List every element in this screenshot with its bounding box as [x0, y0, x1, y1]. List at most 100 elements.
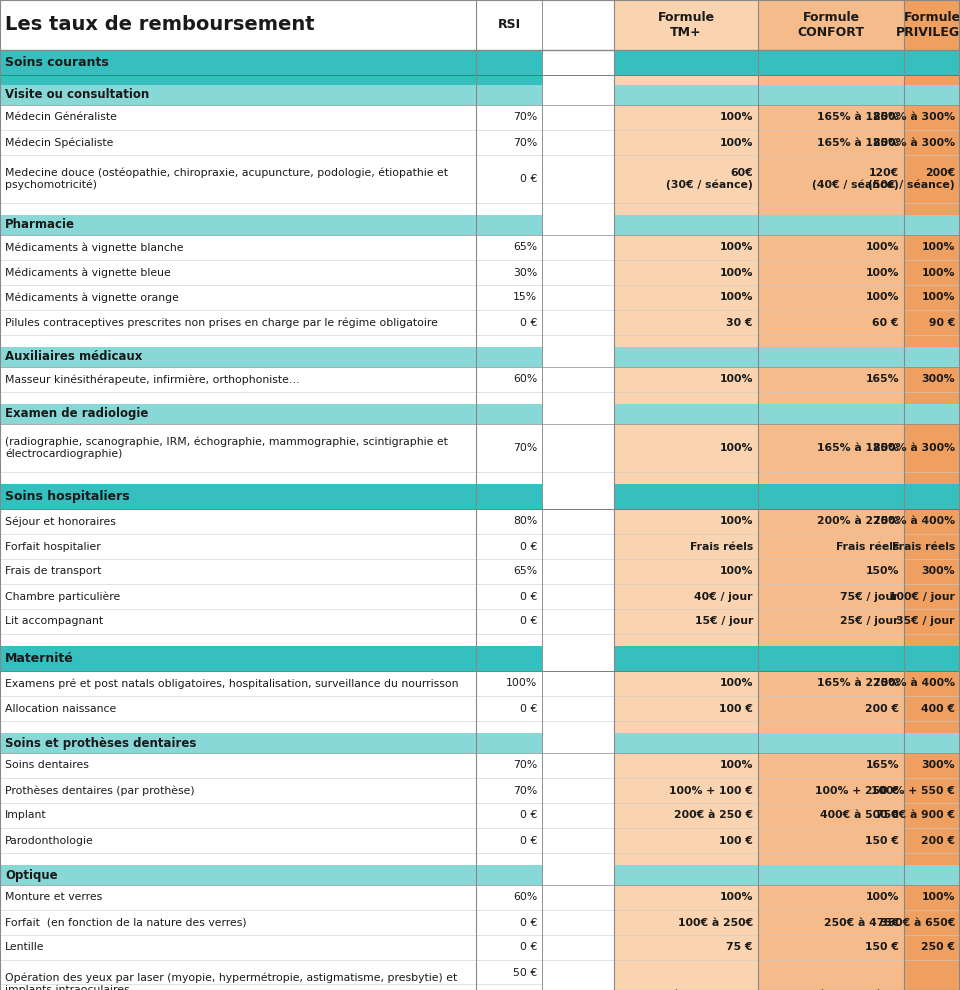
Text: 100€ / jour: 100€ / jour: [889, 591, 955, 602]
Bar: [476, 646, 542, 671]
Bar: [758, 803, 904, 828]
Bar: [542, 865, 614, 885]
Text: 100%: 100%: [922, 267, 955, 277]
Bar: [614, 235, 758, 260]
Bar: [614, 392, 758, 404]
Bar: [758, 203, 904, 215]
Bar: [614, 310, 758, 335]
Text: Médicaments à vignette bleue: Médicaments à vignette bleue: [5, 267, 171, 278]
Bar: [758, 260, 904, 285]
Text: 60 €: 60 €: [873, 318, 899, 328]
Text: 60%: 60%: [513, 374, 537, 384]
Text: 300%: 300%: [922, 566, 955, 576]
Bar: [0, 671, 476, 696]
Bar: [614, 75, 758, 85]
Text: 150 €: 150 €: [865, 942, 899, 952]
Bar: [476, 335, 542, 347]
Text: 200€
(50€ / séance): 200€ (50€ / séance): [869, 168, 955, 190]
Text: 100%: 100%: [719, 267, 753, 277]
Bar: [904, 559, 960, 584]
Text: 0 €: 0 €: [519, 591, 537, 602]
Text: 65%: 65%: [513, 243, 537, 252]
Text: 200% à 300%: 200% à 300%: [873, 138, 955, 148]
Bar: [614, 935, 758, 960]
Text: 250€ à 475€: 250€ à 475€: [824, 918, 899, 928]
Bar: [614, 424, 758, 472]
Bar: [0, 347, 476, 367]
Bar: [758, 235, 904, 260]
Text: 300%: 300%: [922, 760, 955, 770]
Text: 75€ / jour: 75€ / jour: [841, 591, 899, 602]
Bar: [904, 404, 960, 424]
Bar: [758, 484, 904, 509]
Text: Soins courants: Soins courants: [5, 56, 108, 69]
Bar: [758, 853, 904, 865]
Text: 400 €: 400 €: [921, 704, 955, 714]
Text: 100%: 100%: [922, 893, 955, 903]
Bar: [542, 696, 614, 721]
Bar: [542, 75, 614, 85]
Text: Masseur kinésithérapeute, infirmière, orthophoniste…: Masseur kinésithérapeute, infirmière, or…: [5, 374, 300, 385]
Text: 200% à 400%: 200% à 400%: [873, 678, 955, 688]
Bar: [904, 721, 960, 733]
Bar: [476, 803, 542, 828]
Bar: [476, 865, 542, 885]
Bar: [758, 885, 904, 910]
Bar: [0, 534, 476, 559]
Bar: [476, 634, 542, 646]
Text: 100%: 100%: [719, 374, 753, 384]
Text: 100%: 100%: [719, 138, 753, 148]
Text: 100% + 100 €: 100% + 100 €: [669, 785, 753, 796]
Bar: [0, 484, 476, 509]
Bar: [904, 424, 960, 472]
Bar: [904, 885, 960, 910]
Bar: [476, 534, 542, 559]
Text: (radiographie, scanographie, IRM, échographie, mammographie, scintigraphie et
él: (radiographie, scanographie, IRM, échogr…: [5, 437, 448, 459]
Text: 70%: 70%: [513, 113, 537, 123]
Text: Opération des yeux par laser (myopie, hypermétropie, astigmatisme, presbytie) et: Opération des yeux par laser (myopie, hy…: [5, 973, 457, 990]
Text: 0 €: 0 €: [519, 918, 537, 928]
Text: 100% + 250 €: 100% + 250 €: [815, 785, 899, 796]
Bar: [0, 778, 476, 803]
Bar: [758, 0, 904, 50]
Bar: [0, 404, 476, 424]
Bar: [0, 559, 476, 584]
Text: 100%: 100%: [719, 893, 753, 903]
Bar: [614, 671, 758, 696]
Bar: [476, 130, 542, 155]
Bar: [0, 733, 476, 753]
Text: 0 €: 0 €: [519, 542, 537, 551]
Text: 100%: 100%: [719, 443, 753, 453]
Text: 0 €: 0 €: [519, 318, 537, 328]
Text: 200% à 400%: 200% à 400%: [873, 517, 955, 527]
Bar: [758, 75, 904, 85]
Bar: [542, 609, 614, 634]
Text: Medecine douce (ostéopathie, chiropraxie, acupuncture, podologie, étiopathie et
: Medecine douce (ostéopathie, chiropraxie…: [5, 167, 448, 190]
Bar: [614, 155, 758, 203]
Bar: [0, 853, 476, 865]
Bar: [758, 105, 904, 130]
Text: 200% à 300%: 200% à 300%: [873, 113, 955, 123]
Bar: [0, 50, 476, 75]
Bar: [614, 960, 758, 990]
Bar: [614, 609, 758, 634]
Text: 60€
(30€ / séance): 60€ (30€ / séance): [666, 168, 753, 190]
Bar: [758, 584, 904, 609]
Bar: [542, 424, 614, 472]
Text: Soins dentaires: Soins dentaires: [5, 760, 89, 770]
Text: 30%: 30%: [513, 267, 537, 277]
Bar: [614, 85, 758, 105]
Text: 25€ / jour: 25€ / jour: [841, 617, 899, 627]
Bar: [476, 584, 542, 609]
Bar: [758, 721, 904, 733]
Bar: [0, 260, 476, 285]
Bar: [542, 960, 614, 990]
Bar: [758, 534, 904, 559]
Bar: [476, 828, 542, 853]
Text: 30 €: 30 €: [727, 318, 753, 328]
Bar: [614, 260, 758, 285]
Bar: [476, 215, 542, 235]
Text: Soins hospitaliers: Soins hospitaliers: [5, 490, 130, 503]
Bar: [758, 960, 904, 990]
Bar: [476, 310, 542, 335]
